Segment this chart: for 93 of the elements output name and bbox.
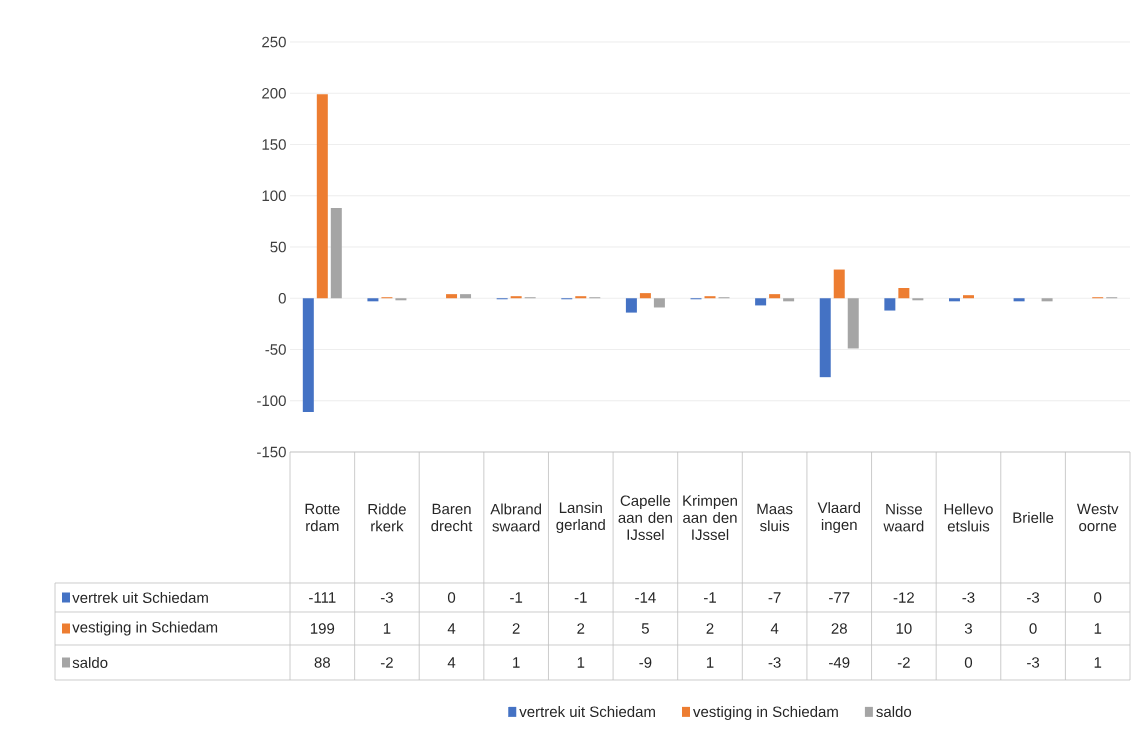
- bar: [962, 295, 974, 299]
- bar: [625, 298, 637, 313]
- bar: [847, 298, 859, 349]
- bar: [769, 294, 781, 299]
- text: saldo: [72, 656, 108, 668]
- x-tick-label: Albrandswaard: [490, 503, 542, 532]
- x-tick-label: Ridderkerk: [368, 503, 406, 532]
- text: vestiging in Schiedam: [693, 706, 838, 720]
- data-label: -3: [962, 592, 975, 603]
- bar: [639, 293, 651, 299]
- data-label: -3: [768, 657, 781, 668]
- data-label: -49: [829, 657, 850, 668]
- bar: [575, 296, 587, 299]
- legend-label: saldo: [876, 706, 912, 718]
- data-label: -1: [704, 592, 716, 603]
- bar: [704, 296, 716, 299]
- data-label: 28: [831, 623, 847, 634]
- data-label: 2: [512, 623, 520, 634]
- data-label: -1: [510, 592, 523, 603]
- data-label: 1: [577, 657, 585, 668]
- bar: [1041, 298, 1053, 302]
- data-label: 2: [706, 623, 714, 634]
- data-label: 1: [706, 657, 714, 668]
- data-label: 0: [1094, 592, 1102, 603]
- data-label: -3: [1027, 592, 1040, 603]
- y-tick-label: 150: [262, 139, 286, 150]
- data-label: -77: [829, 592, 850, 603]
- data-label: 199: [310, 623, 335, 634]
- data-label: -12: [893, 592, 914, 603]
- data-label: 1: [383, 623, 391, 634]
- data-label: 88: [314, 657, 330, 668]
- bar: [898, 288, 910, 299]
- data-label: 10: [896, 623, 912, 634]
- bar: [510, 296, 522, 299]
- bar: [316, 94, 328, 299]
- data-label: 1: [1094, 657, 1102, 668]
- x-tick-label: Brielle: [1013, 511, 1054, 523]
- bar: [367, 298, 379, 302]
- bar: [460, 294, 472, 299]
- bar: [783, 298, 795, 302]
- x-tick-label: Rotterdam: [305, 503, 340, 532]
- bar: [884, 298, 896, 311]
- data-label: 4: [447, 623, 456, 634]
- bar: [1013, 298, 1025, 302]
- data-label: -2: [897, 657, 910, 668]
- data-label: -111: [309, 592, 336, 603]
- x-tick-label: Nissewaard: [883, 503, 924, 532]
- x-tick-label: Capelle aan den IJssel: [618, 494, 672, 540]
- y-tick-label: 200: [262, 87, 286, 99]
- data-label: -3: [1027, 657, 1040, 668]
- x-tick-label: Lansingerland: [556, 502, 605, 533]
- data-label: 3: [964, 623, 972, 634]
- bar: [446, 294, 458, 299]
- text: vertrek uit Schiedam: [519, 706, 655, 718]
- data-label: 4: [447, 657, 456, 668]
- bar: [912, 298, 924, 301]
- data-label: -9: [639, 657, 652, 668]
- data-label: -1: [574, 592, 587, 603]
- bar: [330, 208, 342, 299]
- x-tick-label: Barendrecht: [431, 503, 473, 532]
- bar: [302, 298, 314, 413]
- x-tick-label: Maassluis: [757, 503, 793, 532]
- bar: [819, 298, 831, 378]
- y-tick-label: -100: [257, 395, 286, 407]
- data-label: -2: [380, 657, 393, 668]
- bar: [948, 298, 960, 302]
- data-label: 5: [641, 623, 649, 634]
- data-label: 1: [513, 657, 520, 668]
- y-tick-label: 250: [262, 36, 286, 48]
- legend-label: vertrek uit Schiedam: [72, 591, 208, 603]
- data-label: -3: [380, 592, 393, 603]
- data-label: 0: [1029, 623, 1037, 634]
- data-label: 1: [1094, 623, 1102, 634]
- data-label: 0: [964, 657, 973, 668]
- legend-label: vestiging in Schiedam: [72, 621, 218, 636]
- data-label: 4: [770, 623, 779, 634]
- x-tick-label: Vlaardingen: [817, 502, 860, 533]
- y-tick-label: 50: [270, 241, 286, 253]
- y-tick-label: 0: [278, 292, 286, 304]
- data-label: -7: [768, 592, 781, 603]
- x-tick-label: Westvoorne: [1076, 503, 1119, 532]
- bar: [833, 269, 845, 299]
- bar: [755, 298, 767, 306]
- data-label: -14: [635, 592, 656, 603]
- y-tick-label: -50: [265, 344, 286, 355]
- bar: [653, 298, 665, 308]
- y-tick-label: -150: [257, 446, 286, 458]
- x-tick-label: Krimpen aan den IJssel: [683, 494, 737, 540]
- x-tick-label: Hellevoetsluis: [944, 503, 993, 532]
- data-label: 0: [447, 592, 456, 603]
- y-tick-label: 100: [262, 190, 286, 202]
- data-label: 2: [577, 623, 585, 634]
- bar: [395, 298, 407, 301]
